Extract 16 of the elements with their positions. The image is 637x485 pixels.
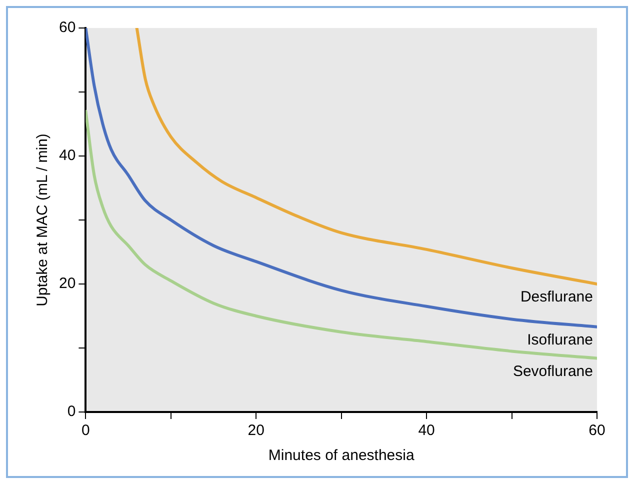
y-tick-label: 20 [58, 275, 76, 292]
x-tick-label: 0 [82, 422, 90, 440]
y-axis-title: Uptake at MAC (mL / min) [34, 134, 52, 306]
x-axis-title: Minutes of anesthesia [268, 447, 415, 464]
line-series [86, 110, 597, 360]
series-label: Sevoflurane [512, 362, 593, 380]
line-series [135, 28, 597, 286]
series-label: Desflurane [520, 288, 593, 306]
y-tick-label: 60 [58, 19, 76, 36]
series-label: Isoflurane [527, 332, 593, 349]
y-tick-label: 0 [67, 403, 76, 420]
x-tick-label: 60 [588, 422, 606, 440]
x-tick-label: 20 [248, 422, 264, 440]
line-series [86, 28, 597, 328]
x-tick-label: 40 [418, 422, 435, 440]
y-tick-label: 40 [58, 147, 76, 164]
